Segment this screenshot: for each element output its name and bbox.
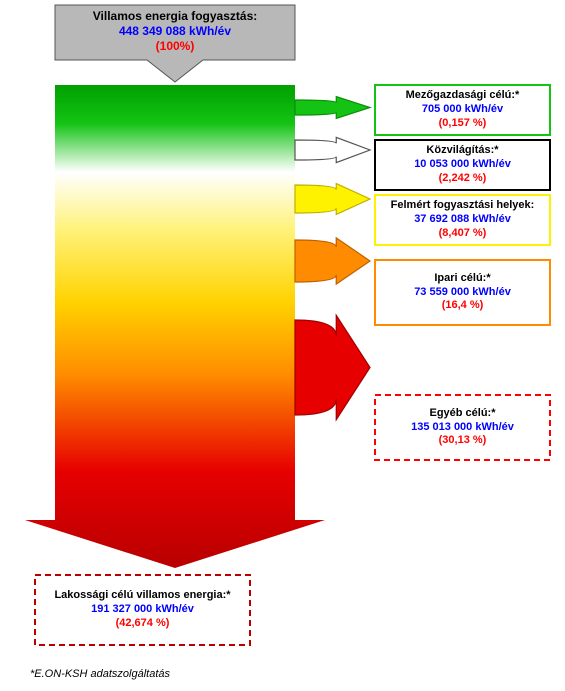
branch-box-agri: Mezőgazdasági célú:* 705 000 kWh/év (0,1… <box>375 85 550 135</box>
branch-box-public-light: Közvilágítás:* 10 053 000 kWh/év (2,242 … <box>375 140 550 190</box>
branch-value: 10 053 000 kWh/év <box>379 158 546 172</box>
branch-pct: (16,4 %) <box>379 299 546 313</box>
input-value: 448 349 088 kWh/év <box>59 24 291 39</box>
residential-title: Lakossági célú villamos energia:* <box>39 589 246 603</box>
branch-value: 705 000 kWh/év <box>379 103 546 117</box>
branch-title: Mezőgazdasági célú:* <box>379 89 546 103</box>
branch-title: Közvilágítás:* <box>379 144 546 158</box>
footnote: *E.ON-KSH adatszolgáltatás <box>30 668 170 680</box>
branch-pct: (0,157 %) <box>379 117 546 131</box>
residential-value: 191 327 000 kWh/év <box>39 603 246 617</box>
input-block: Villamos energia fogyasztás: 448 349 088… <box>55 7 295 62</box>
residential-pct: (42,674 %) <box>39 617 246 631</box>
branch-box-other: Egyéb célú:* 135 013 000 kWh/év (30,13 %… <box>375 395 550 460</box>
branch-box-industrial: Ipari célú:* 73 559 000 kWh/év (16,4 %) <box>375 260 550 325</box>
branch-value: 135 013 000 kWh/év <box>379 421 546 435</box>
branch-box-surveyed: Felmért fogyasztási helyek: 37 692 088 k… <box>375 195 550 245</box>
branch-value: 37 692 088 kWh/év <box>379 213 546 227</box>
branch-title: Ipari célú:* <box>379 272 546 286</box>
branch-pct: (8,407 %) <box>379 227 546 241</box>
input-title: Villamos energia fogyasztás: <box>59 9 291 24</box>
branch-title: Felmért fogyasztási helyek: <box>379 199 546 213</box>
branch-pct: (2,242 %) <box>379 172 546 186</box>
branch-pct: (30,13 %) <box>379 434 546 448</box>
residential-box: Lakossági célú villamos energia:* 191 32… <box>35 575 250 645</box>
input-pct: (100%) <box>59 39 291 54</box>
branch-value: 73 559 000 kWh/év <box>379 286 546 300</box>
branch-title: Egyéb célú:* <box>379 407 546 421</box>
